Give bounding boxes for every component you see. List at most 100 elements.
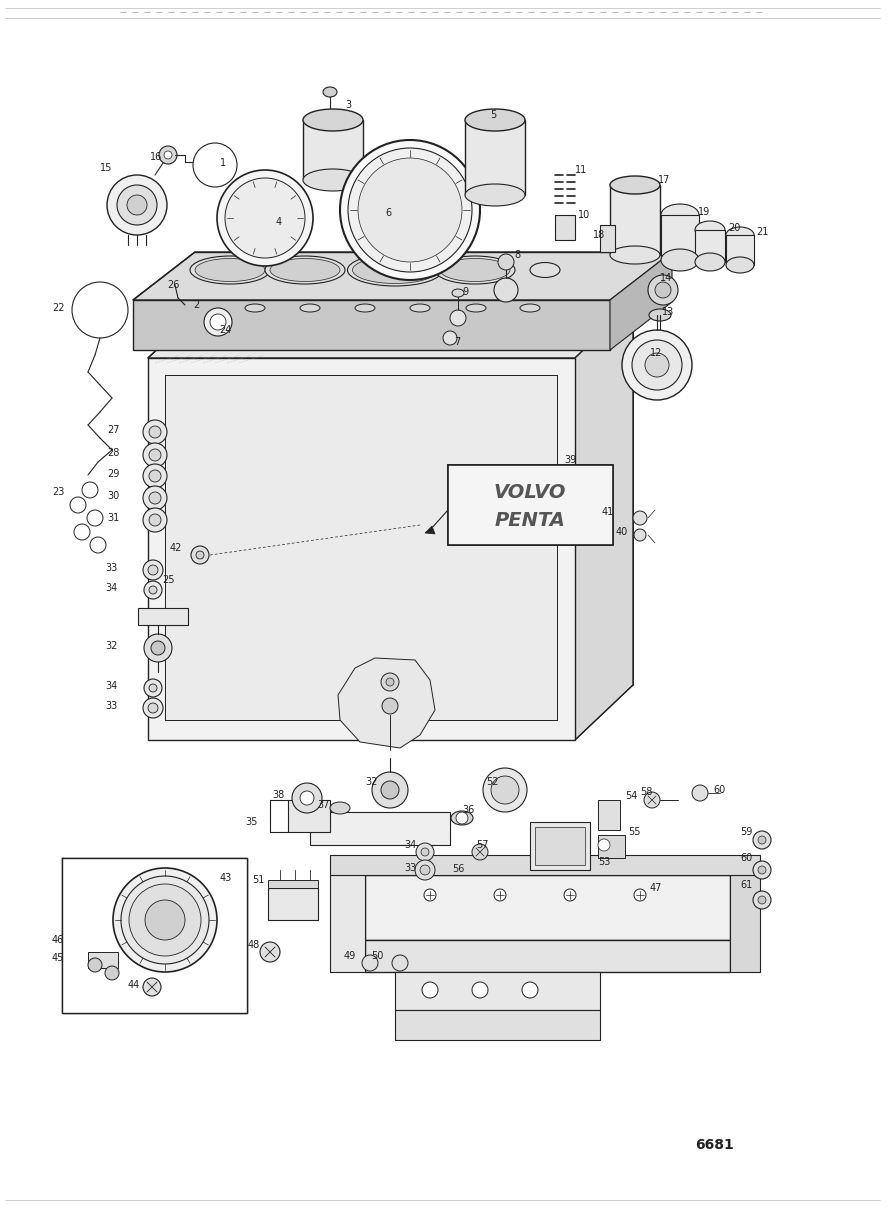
Text: 6: 6 [385,208,391,218]
Polygon shape [148,303,633,358]
Text: 32: 32 [106,641,118,652]
Circle shape [381,781,399,799]
Text: PENTA: PENTA [495,511,565,529]
Ellipse shape [520,304,540,312]
Circle shape [113,868,217,972]
Ellipse shape [451,811,473,825]
Circle shape [633,511,647,526]
Polygon shape [310,813,450,845]
Text: 26: 26 [167,280,180,289]
Circle shape [143,978,161,995]
Circle shape [758,836,766,844]
Circle shape [494,279,518,302]
Text: 39: 39 [564,455,576,465]
Text: 33: 33 [106,701,118,711]
Text: 57: 57 [476,840,489,850]
Circle shape [522,982,538,998]
Circle shape [340,140,480,280]
Ellipse shape [352,257,438,283]
Ellipse shape [435,256,515,285]
Circle shape [204,308,232,335]
Circle shape [164,151,172,159]
Ellipse shape [661,203,699,226]
Ellipse shape [465,109,525,131]
Ellipse shape [347,254,442,286]
Text: 35: 35 [246,817,258,827]
Text: 2: 2 [194,300,200,310]
Circle shape [472,844,488,860]
Text: 43: 43 [220,873,232,883]
Circle shape [144,679,162,698]
Circle shape [300,791,314,805]
Polygon shape [330,855,760,876]
Text: 42: 42 [170,543,182,553]
Text: 25: 25 [163,575,175,585]
Circle shape [348,148,472,272]
Text: 37: 37 [318,800,330,810]
Polygon shape [425,526,435,534]
Circle shape [191,546,209,564]
Ellipse shape [610,176,660,194]
Polygon shape [598,800,620,830]
Circle shape [151,641,165,655]
Polygon shape [268,888,318,920]
Text: 8: 8 [514,249,520,260]
Polygon shape [288,800,330,832]
Text: 21: 21 [756,226,768,237]
Ellipse shape [465,184,525,206]
Circle shape [121,876,209,964]
Circle shape [422,982,438,998]
Ellipse shape [245,304,265,312]
Polygon shape [730,876,760,972]
Circle shape [443,331,457,345]
Circle shape [416,843,434,861]
Ellipse shape [323,87,337,97]
Text: 56: 56 [452,863,465,874]
Circle shape [362,955,378,971]
Ellipse shape [440,258,510,281]
Polygon shape [138,608,188,625]
Text: 9: 9 [462,287,468,297]
Circle shape [88,958,102,972]
Polygon shape [661,216,699,260]
Circle shape [127,195,147,216]
Text: 41: 41 [602,507,614,517]
Circle shape [648,275,678,305]
Circle shape [381,673,399,691]
Circle shape [472,982,488,998]
Polygon shape [133,300,610,350]
Polygon shape [330,876,365,972]
Circle shape [143,698,163,718]
Text: 47: 47 [650,883,662,893]
Circle shape [758,866,766,874]
Circle shape [386,678,394,685]
Circle shape [217,170,313,266]
Circle shape [644,792,660,808]
Text: 11: 11 [575,165,587,176]
Text: 5: 5 [490,110,497,120]
Circle shape [143,507,167,532]
Text: 59: 59 [740,827,752,837]
Polygon shape [148,358,575,740]
Ellipse shape [726,257,754,272]
Text: 48: 48 [248,940,260,949]
Text: 34: 34 [404,840,417,850]
Circle shape [420,865,430,876]
Circle shape [456,813,468,823]
Text: 7: 7 [454,337,460,348]
Circle shape [753,831,771,849]
Circle shape [149,586,157,595]
Circle shape [645,352,669,377]
Polygon shape [395,972,600,1010]
Circle shape [225,178,305,258]
Text: 49: 49 [344,951,356,962]
Text: 13: 13 [662,308,675,317]
Circle shape [196,551,204,559]
Text: 14: 14 [660,272,672,283]
Circle shape [424,889,436,901]
Text: 30: 30 [108,490,120,501]
Polygon shape [268,880,318,888]
Text: 17: 17 [658,176,670,185]
Circle shape [148,566,158,575]
Circle shape [149,492,161,504]
